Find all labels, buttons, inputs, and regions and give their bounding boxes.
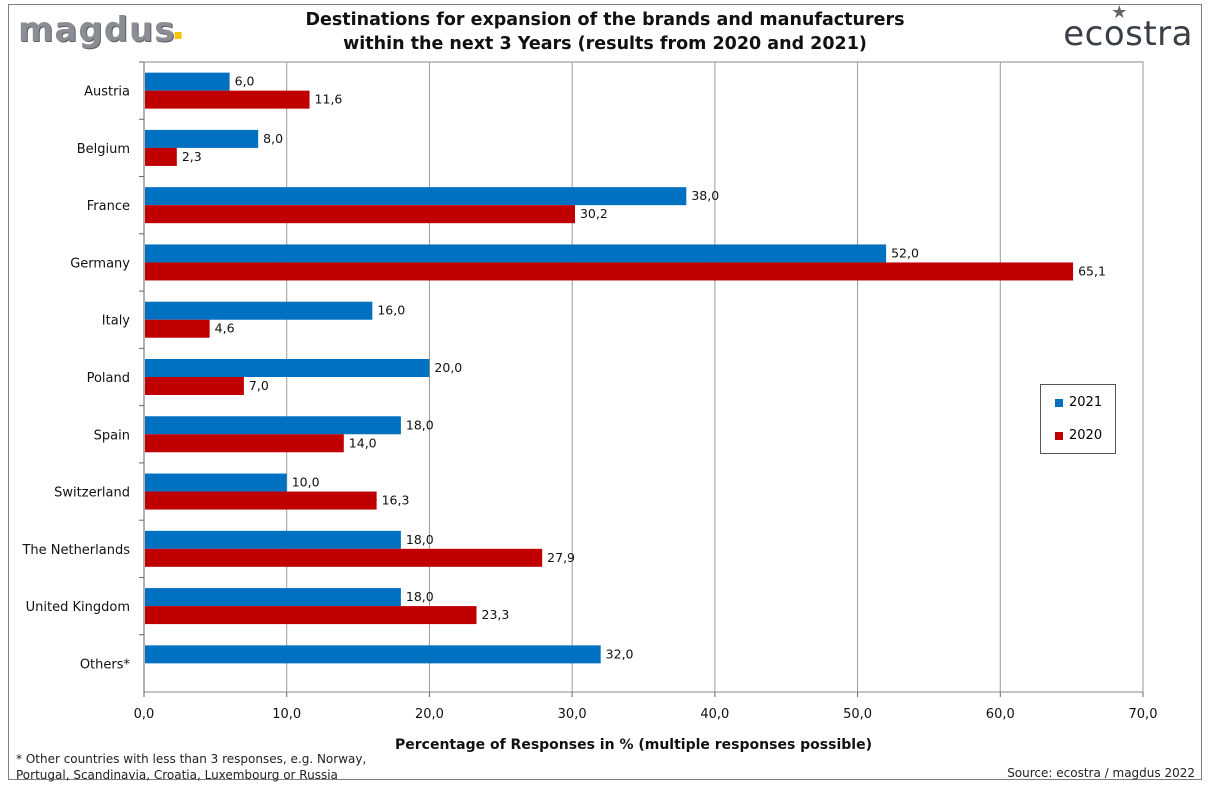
chart-title-line-2: within the next 3 Years (results from 20… <box>343 34 867 54</box>
bar-2021 <box>145 301 373 320</box>
legend-swatch-2020 <box>1055 431 1063 440</box>
data-label-2020: 65,1 <box>1078 263 1106 278</box>
legend-swatch-2021 <box>1055 398 1063 407</box>
chart-legend: 2021 2020 <box>1040 384 1116 454</box>
legend-item-2020: 2020 <box>1055 428 1102 443</box>
category-label: Switzerland <box>54 486 130 501</box>
bar-2020 <box>145 205 575 224</box>
category-label: Germany <box>70 256 130 271</box>
data-label-2021: 6,0 <box>235 74 255 89</box>
legend-label-2021: 2021 <box>1069 395 1103 410</box>
data-label-2020: 11,6 <box>315 92 343 107</box>
data-label-2020: 23,3 <box>482 607 510 622</box>
legend-item-2021: 2021 <box>1055 395 1102 410</box>
data-label-2021: 18,0 <box>406 532 434 547</box>
source-note: Source: ecostra / magdus 2022 <box>1007 766 1195 780</box>
data-label-2021: 8,0 <box>263 131 283 146</box>
x-tick-label: 0,0 <box>134 707 155 722</box>
chart-frame <box>8 4 1202 780</box>
x-tick-label: 40,0 <box>700 707 729 722</box>
chart-title: Destinations for expansion of the brands… <box>270 8 940 56</box>
bar-2020 <box>145 147 177 166</box>
data-label-2021: 18,0 <box>406 589 434 604</box>
bar-2020 <box>145 262 1074 281</box>
bar-2020 <box>145 491 377 510</box>
category-label: Austria <box>84 85 130 100</box>
data-label-2021: 16,0 <box>377 303 405 318</box>
data-label-2020: 16,3 <box>382 493 410 508</box>
data-label-2021: 20,0 <box>434 360 462 375</box>
category-label: Poland <box>87 371 130 386</box>
data-label-2020: 14,0 <box>349 435 377 450</box>
bar-2021 <box>145 244 887 263</box>
bar-2020 <box>145 548 543 567</box>
data-label-2020: 7,0 <box>249 378 269 393</box>
bar-2021 <box>145 359 430 377</box>
bar-2021 <box>145 588 401 607</box>
category-label: Italy <box>102 314 131 329</box>
data-label-2021: 18,0 <box>406 417 434 432</box>
x-tick-label: 70,0 <box>1129 707 1158 722</box>
x-tick-label: 50,0 <box>843 707 872 722</box>
footnote-line-1: * Other countries with less than 3 respo… <box>16 752 367 766</box>
bar-2021 <box>145 416 401 435</box>
data-label-2020: 4,6 <box>215 321 235 336</box>
bar-2021 <box>145 129 259 148</box>
category-label: Belgium <box>77 142 130 157</box>
category-label: Spain <box>94 428 130 443</box>
footnote-line-2: Portugal, Scandinavia, Croatia, Luxembou… <box>16 768 338 782</box>
data-label-2021: 52,0 <box>891 245 919 260</box>
bar-2021 <box>145 72 230 91</box>
footnote: * Other countries with less than 3 respo… <box>16 751 376 783</box>
data-label-2020: 2,3 <box>182 149 202 164</box>
x-tick-label: 10,0 <box>272 707 301 722</box>
magdus-logo: magdus▪ <box>18 10 184 50</box>
x-tick-label: 30,0 <box>558 707 587 722</box>
category-label: United Kingdom <box>26 600 130 615</box>
x-axis-title: Percentage of Responses in % (multiple r… <box>395 737 872 753</box>
data-label-2021: 32,0 <box>606 646 634 661</box>
data-label-2020: 30,2 <box>580 206 608 221</box>
category-label: France <box>87 199 130 214</box>
category-label: The Netherlands <box>21 543 130 558</box>
x-tick-label: 20,0 <box>415 707 444 722</box>
bar-2021 <box>145 473 287 492</box>
ecostra-logo: ecostra ★ <box>1063 2 1193 54</box>
bar-2020 <box>145 90 310 109</box>
bar-2021 <box>145 187 687 206</box>
bar-2020 <box>145 434 344 453</box>
x-tick-label: 60,0 <box>986 707 1015 722</box>
data-label-2020: 27,9 <box>547 550 575 565</box>
bar-2021 <box>145 530 401 549</box>
star-icon: ★ <box>1111 2 1128 23</box>
bar-2021 <box>145 645 601 664</box>
chart-title-line-1: Destinations for expansion of the brands… <box>305 10 905 30</box>
bar-2020 <box>145 606 477 625</box>
legend-label-2020: 2020 <box>1069 428 1103 443</box>
bar-2020 <box>145 377 244 395</box>
bar-2020 <box>145 319 210 338</box>
data-label-2021: 38,0 <box>691 188 719 203</box>
data-label-2021: 10,0 <box>292 475 320 490</box>
category-label: Others* <box>80 657 131 672</box>
